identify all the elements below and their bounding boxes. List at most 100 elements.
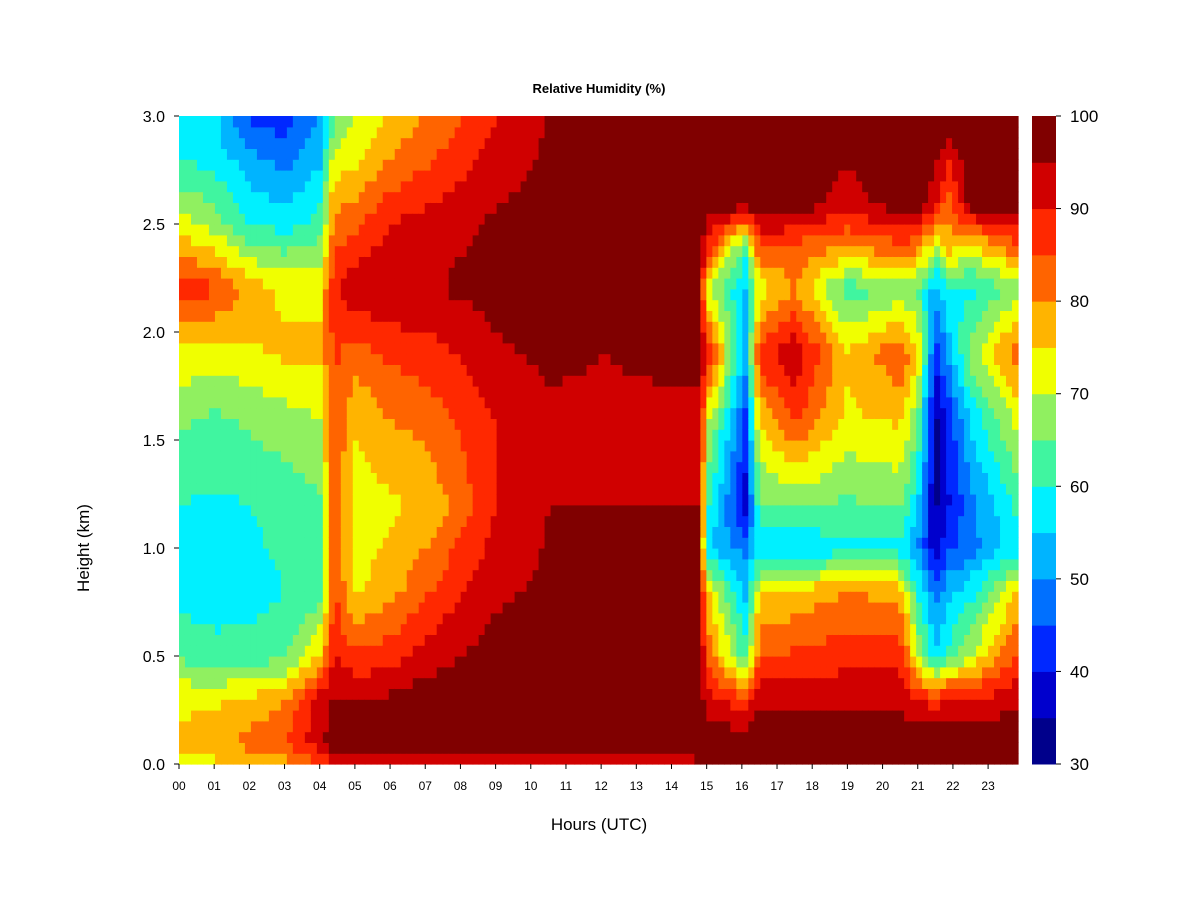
heatmap-cell xyxy=(448,299,456,311)
heatmap-cell xyxy=(568,645,576,657)
heatmap-cell xyxy=(304,321,312,333)
heatmap-cell xyxy=(364,742,372,754)
heatmap-cell xyxy=(466,396,474,409)
heatmap-cell xyxy=(202,656,210,668)
heatmap-cell xyxy=(220,364,228,376)
heatmap-cell xyxy=(214,396,222,409)
heatmap-cell xyxy=(526,267,534,279)
heatmap-cell xyxy=(370,710,378,722)
heatmap-cell xyxy=(292,191,300,203)
heatmap-cell xyxy=(424,526,432,538)
heatmap-cell xyxy=(496,267,504,279)
heatmap-cell xyxy=(376,666,384,679)
heatmap-cell xyxy=(556,245,564,257)
heatmap-cell xyxy=(322,234,330,247)
heatmap-cell xyxy=(538,224,546,236)
heatmap-cell xyxy=(478,537,486,549)
heatmap-cell xyxy=(436,353,444,365)
heatmap-cell xyxy=(310,612,318,625)
heatmap-cell xyxy=(226,148,234,160)
heatmap-cell xyxy=(580,202,588,214)
heatmap-cell xyxy=(310,656,318,668)
heatmap-cell xyxy=(370,537,378,549)
heatmap-cell xyxy=(628,267,636,279)
heatmap-cell xyxy=(262,234,270,247)
heatmap-cell xyxy=(262,710,270,722)
heatmap-cell xyxy=(220,526,228,538)
heatmap-cell xyxy=(466,375,474,387)
heatmap-cell xyxy=(496,666,504,679)
heatmap-cell xyxy=(232,321,240,333)
heatmap-cell xyxy=(364,440,372,452)
heatmap-cell xyxy=(364,677,372,689)
heatmap-cell xyxy=(328,548,336,560)
heatmap-cell xyxy=(532,494,540,506)
heatmap-cell xyxy=(490,656,498,668)
heatmap-cell xyxy=(220,645,228,657)
heatmap-cell xyxy=(214,753,222,765)
heatmap-cell xyxy=(652,429,660,441)
heatmap-cell xyxy=(244,688,252,700)
heatmap-cell xyxy=(262,429,270,441)
heatmap-cell xyxy=(232,288,240,301)
heatmap-cell xyxy=(496,375,504,387)
heatmap-cell xyxy=(508,148,516,160)
heatmap-cell xyxy=(460,677,468,689)
heatmap-cell xyxy=(424,137,432,149)
heatmap-cell xyxy=(184,245,192,257)
heatmap-cell xyxy=(598,483,606,495)
heatmap-cell xyxy=(412,526,420,538)
heatmap-cell xyxy=(220,710,228,722)
heatmap-cell xyxy=(610,375,618,387)
heatmap-cell xyxy=(598,375,606,387)
heatmap-cell xyxy=(574,450,582,463)
heatmap-cell xyxy=(196,688,204,700)
heatmap-cell xyxy=(352,224,360,236)
heatmap-cell xyxy=(352,429,360,441)
heatmap-cell xyxy=(574,202,582,214)
heatmap-cell xyxy=(400,256,408,268)
heatmap-cell xyxy=(274,634,282,646)
heatmap-cell xyxy=(352,180,360,193)
heatmap-cell xyxy=(382,418,390,430)
heatmap-cell xyxy=(418,386,426,398)
heatmap-cell xyxy=(322,418,330,430)
heatmap-cell xyxy=(418,407,426,419)
heatmap-cell xyxy=(574,267,582,279)
heatmap-cell xyxy=(376,375,384,387)
heatmap-cell xyxy=(322,569,330,581)
heatmap-cell xyxy=(526,699,534,711)
heatmap-cell xyxy=(340,429,348,441)
heatmap-cell xyxy=(598,569,606,581)
heatmap-cell xyxy=(322,688,330,700)
heatmap-cell xyxy=(652,612,660,625)
heatmap-cell xyxy=(238,386,246,398)
heatmap-cell xyxy=(274,202,282,214)
heatmap-cell xyxy=(472,418,480,430)
heatmap-cell xyxy=(292,504,300,517)
heatmap-cell xyxy=(514,180,522,193)
heatmap-cell xyxy=(448,731,456,743)
heatmap-cell xyxy=(179,386,186,398)
heatmap-cell xyxy=(280,364,288,376)
heatmap-cell xyxy=(478,148,486,160)
heatmap-cell xyxy=(268,332,276,344)
heatmap-cell xyxy=(238,321,246,333)
heatmap-cell xyxy=(670,677,677,689)
heatmap-cell xyxy=(298,180,306,193)
heatmap-cell xyxy=(406,278,414,290)
heatmap-cell xyxy=(430,364,438,376)
heatmap-cell xyxy=(526,364,534,376)
heatmap-cell xyxy=(508,440,516,452)
heatmap-cell xyxy=(358,310,366,322)
heatmap-cell xyxy=(304,288,312,301)
heatmap-cell xyxy=(208,699,216,711)
heatmap-cell xyxy=(580,418,588,430)
heatmap-cell xyxy=(658,278,666,290)
y-axis-label: Height (km) xyxy=(74,504,93,592)
heatmap-cell xyxy=(352,720,360,733)
heatmap-cell xyxy=(454,353,462,365)
heatmap-cell xyxy=(454,245,462,257)
heatmap-cell xyxy=(622,342,630,355)
heatmap-cell xyxy=(394,731,402,743)
